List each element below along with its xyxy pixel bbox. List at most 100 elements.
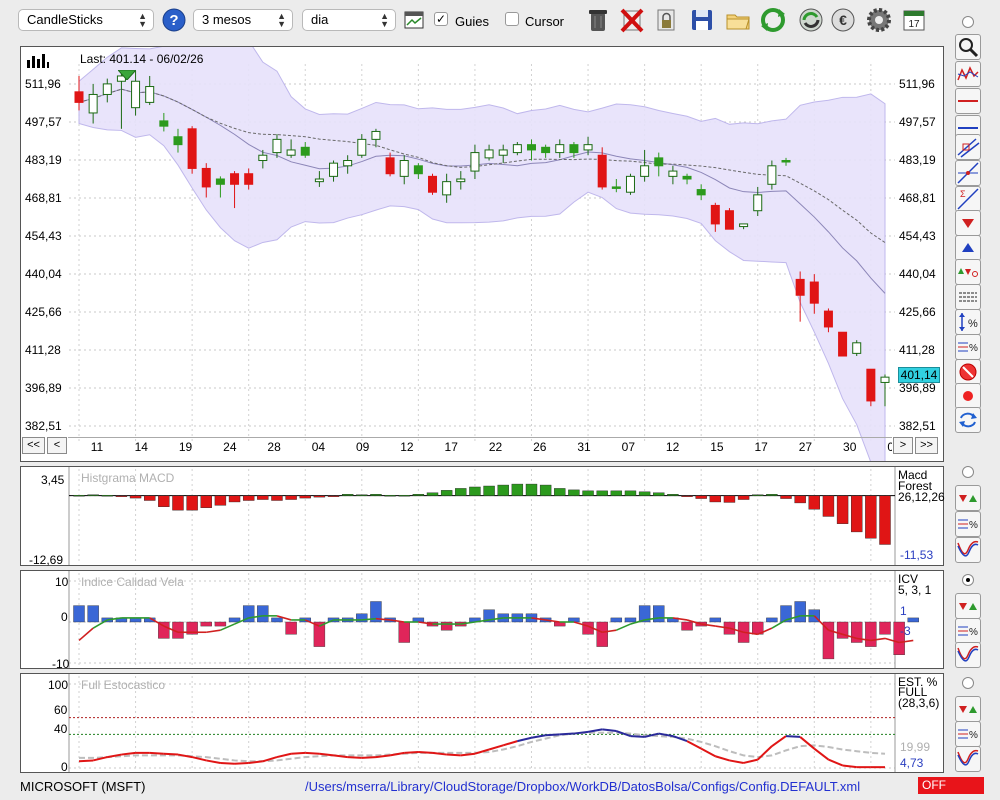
icv-bar: [893, 621, 905, 655]
calendar-icon[interactable]: 17: [900, 6, 928, 34]
icv-bar: [271, 617, 283, 623]
trash-icon[interactable]: [584, 6, 612, 34]
icv-line-segment: [304, 619, 320, 627]
macd-bar: [780, 495, 792, 499]
arrow-up-button[interactable]: [955, 235, 981, 261]
stochastic-panel-radio[interactable]: [962, 677, 974, 689]
candle: [682, 173, 692, 185]
candle: [781, 157, 791, 166]
delete-icon[interactable]: [618, 6, 646, 34]
stoch-k-segment: [842, 764, 857, 769]
chart-type-select[interactable]: CandleSticks ▲ ▼: [18, 9, 154, 31]
icv-title: Indice Calidad Vela: [81, 575, 184, 589]
candle-body: [258, 154, 268, 162]
stoch-k-segment: [206, 759, 221, 764]
icv-bar: [822, 621, 835, 660]
indicator-overlay-button[interactable]: [955, 61, 981, 87]
stoch-k-segment: [191, 756, 207, 762]
stoch-name: EST. %: [898, 675, 938, 689]
nav-last-button[interactable]: >>: [915, 437, 938, 454]
candle-body: [498, 149, 508, 156]
candle-body: [272, 138, 282, 154]
macd-bar: [525, 483, 538, 496]
icv-line-segment: [460, 621, 476, 625]
icv-lines-button[interactable]: %: [955, 618, 981, 644]
macd-panel-radio[interactable]: [962, 466, 974, 478]
candle: [314, 171, 324, 187]
stoch-oscillator-button[interactable]: [955, 746, 981, 772]
stop-button[interactable]: [955, 359, 981, 385]
stochastic-panel[interactable]: Full Estocastico 100 60 40 0 EST. % FULL…: [20, 673, 944, 774]
y-tick-left: 440,04: [25, 267, 62, 281]
stoch-k-segment: [799, 736, 815, 750]
icv-panel[interactable]: Indice Calidad Vela 10 0 -10 ICV 5, 3, 1…: [20, 570, 944, 671]
icv-signals-button[interactable]: [955, 593, 981, 619]
stoch-title: Full Estocastico: [81, 678, 166, 692]
horizontal-line-red-button[interactable]: [955, 88, 981, 114]
gear-icon[interactable]: [865, 6, 893, 34]
period-select[interactable]: 3 mesos ▲ ▼: [193, 9, 293, 31]
interval-select[interactable]: dia ▲ ▼: [302, 9, 396, 31]
trendline-tool-button[interactable]: [955, 160, 981, 186]
candle: [724, 208, 734, 230]
icv-line-segment: [220, 623, 235, 631]
icv-oscillator-button[interactable]: [955, 642, 981, 668]
icv-bar: [398, 621, 410, 643]
main-panel-radio[interactable]: [962, 16, 974, 28]
x-tick-label: 14: [135, 440, 149, 454]
macd-lines-button[interactable]: %: [955, 511, 981, 537]
swap-button[interactable]: [955, 407, 981, 433]
fibonacci-tool-button[interactable]: Σ: [955, 186, 981, 212]
macd-name2: Forest: [898, 479, 933, 493]
icv-bar: [681, 621, 693, 631]
macd-bar: [370, 494, 382, 496]
zoom-tool-button[interactable]: [955, 34, 981, 60]
bollinger-band: [78, 47, 886, 461]
macd-bar: [511, 483, 524, 496]
folder-icon[interactable]: [724, 6, 752, 34]
stoch-signals-button[interactable]: [955, 696, 981, 722]
nav-prev-button[interactable]: <: [47, 437, 67, 454]
icv-bar: [228, 617, 241, 623]
cursor-checkbox[interactable]: [505, 12, 519, 26]
save-icon[interactable]: [688, 6, 716, 34]
macd-bar: [851, 495, 863, 533]
buy-sell-signals-button[interactable]: [955, 259, 981, 285]
help-icon[interactable]: ?: [162, 8, 186, 32]
window-icon[interactable]: [404, 11, 424, 29]
currency-icon[interactable]: €: [829, 6, 857, 34]
range-percent-button[interactable]: %: [955, 309, 981, 335]
candle-body: [668, 170, 678, 177]
arrow-down-button[interactable]: [955, 210, 981, 236]
config-path-link[interactable]: /Users/mserra/Library/CloudStorage/Dropb…: [305, 779, 861, 794]
lines-menu-button[interactable]: [955, 284, 981, 310]
macd-oscillator-button[interactable]: [955, 537, 981, 563]
icv-line-segment: [389, 619, 405, 623]
macd-signals-button[interactable]: [955, 485, 981, 511]
guies-checkbox[interactable]: ✓: [434, 12, 448, 26]
macd-bar: [836, 495, 849, 524]
channel-tool-button[interactable]: [955, 134, 981, 160]
bars-logo-icon: [27, 54, 49, 71]
price-chart[interactable]: 511,96 511,96 497,57 497,57 483,19 483,19 468,…: [21, 47, 943, 461]
record-button[interactable]: [955, 383, 981, 409]
status-off-badge[interactable]: OFF: [918, 777, 984, 794]
nav-first-button[interactable]: <<: [22, 437, 45, 454]
macd-panel[interactable]: Histgrama MACD 3,45 -12,69 Macd Forest 2…: [20, 466, 945, 567]
percent-lines-button[interactable]: %: [955, 334, 981, 360]
lock-icon[interactable]: [652, 6, 680, 34]
refresh-icon[interactable]: [759, 6, 787, 34]
macd-bar: [186, 495, 198, 511]
nav-next-button[interactable]: >: [893, 437, 913, 454]
macd-bar: [327, 495, 340, 497]
macd-bar: [242, 495, 255, 501]
stoch-lines-button[interactable]: %: [955, 721, 981, 747]
icv-line-segment: [234, 617, 250, 625]
icv-panel-radio[interactable]: [962, 574, 974, 586]
y-tick-right: 497,57: [899, 115, 936, 129]
price-chart-panel[interactable]: 511,96 511,96 497,57 497,57 483,19 483,19 468,…: [20, 46, 944, 462]
sync-icon[interactable]: [797, 6, 825, 34]
candle: [541, 144, 551, 158]
macd-bar: [412, 494, 425, 496]
stoch-k-segment: [573, 730, 589, 735]
